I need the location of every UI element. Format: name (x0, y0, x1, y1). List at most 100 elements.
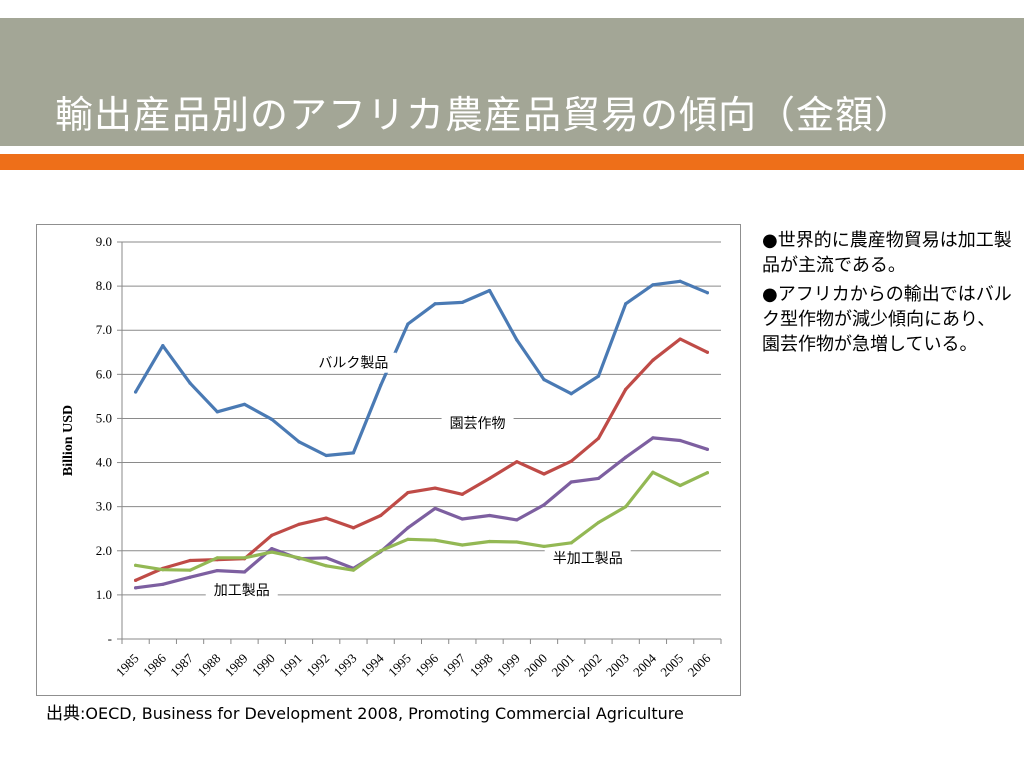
data-point-semi (297, 556, 301, 560)
data-point-semi (215, 556, 219, 560)
y-tick-label: 4.0 (96, 455, 112, 470)
data-point-bulk (215, 410, 219, 414)
y-tick-label: - (108, 631, 112, 646)
data-point-processed (406, 526, 410, 530)
divider (0, 146, 1024, 152)
data-point-semi (242, 556, 247, 560)
data-point-processed (678, 438, 682, 443)
data-point-semi (651, 470, 655, 474)
line-chart: - 1.0 2.0 3.0 4.0 5.0 6.0 7.0 8.0 9.0 198519861987… (61, 234, 722, 680)
data-point-processed (596, 476, 601, 481)
x-tick-label: 1991 (276, 651, 305, 680)
data-point-semi (515, 540, 519, 544)
data-point-horticulture (406, 490, 410, 495)
x-tick-label: 1996 (412, 650, 441, 679)
data-point-semi (433, 538, 437, 542)
data-point-bulk (161, 344, 165, 348)
data-point-bulk (487, 288, 492, 293)
annotation-bg (310, 352, 397, 373)
data-point-bulk (651, 283, 655, 287)
y-tick-label: 3.0 (96, 499, 112, 514)
data-point-bulk (515, 338, 519, 342)
data-point-processed (460, 517, 464, 521)
data-point-semi (624, 505, 628, 509)
y-axis-title: Billion USD (61, 405, 76, 476)
x-tick-label: 1988 (194, 651, 223, 680)
annotation-semi: 半加工製品 (553, 551, 623, 567)
y-tick-label: 7.0 (96, 322, 112, 337)
data-point-bulk (188, 381, 192, 385)
annotation-processed: 加工製品 (214, 583, 270, 599)
data-point-horticulture (379, 513, 383, 518)
series-line-processed (133, 436, 710, 590)
x-tick-label: 2006 (685, 650, 714, 679)
annotation-bg (205, 579, 278, 600)
data-point-processed (433, 506, 437, 511)
data-point-processed (215, 569, 219, 573)
x-tick-label: 2003 (603, 651, 632, 680)
x-tick-label: 1986 (140, 650, 169, 679)
data-point-semi (460, 543, 464, 547)
data-point-horticulture (651, 358, 655, 362)
data-point-bulk (134, 390, 138, 394)
x-tick-label: 2001 (548, 651, 577, 680)
annotation-horticulture: 園芸作物 (450, 416, 506, 432)
data-point-processed (242, 570, 247, 574)
bullet-item: ●アフリカからの輸出ではバルク型作物が減少傾向にあり、園芸作物が急増している。 (762, 284, 1012, 355)
x-tick-label: 2004 (630, 650, 659, 679)
data-point-semi (406, 537, 410, 541)
data-point-horticulture (569, 459, 573, 463)
y-tick-label: 6.0 (96, 366, 112, 381)
series-line-bulk (133, 279, 710, 458)
data-point-horticulture (324, 516, 328, 520)
data-point-horticulture (134, 578, 138, 582)
data-point-bulk (678, 279, 682, 283)
data-point-semi (569, 541, 573, 545)
data-point-semi (379, 549, 383, 553)
data-point-bulk (624, 302, 628, 306)
data-point-horticulture (351, 526, 356, 530)
chart-area: - 1.0 2.0 3.0 4.0 5.0 6.0 7.0 8.0 9.0 1985 1986 1987… (36, 224, 741, 696)
data-point-bulk (569, 392, 573, 396)
data-point-semi (596, 520, 601, 525)
y-tick-label: 2.0 (96, 543, 112, 558)
data-point-semi (678, 483, 682, 488)
x-tick-label: 2005 (657, 651, 686, 680)
x-tick-label: 1994 (358, 650, 387, 679)
data-point-semi (487, 539, 492, 544)
data-point-semi (134, 563, 138, 567)
accent-bar (0, 154, 1024, 170)
data-point-processed (651, 436, 655, 440)
data-point-horticulture (297, 522, 301, 526)
x-tick-label: 1989 (222, 651, 251, 680)
data-point-horticulture (596, 436, 601, 440)
y-tick-label: 8.0 (96, 278, 112, 293)
bullet-item: ●世界的に農産物貿易は加工製品が主流である。 (762, 230, 1012, 276)
data-point-horticulture (270, 533, 274, 537)
x-tick-label: 1990 (249, 651, 278, 680)
x-tick-label: 1997 (439, 650, 468, 679)
y-tick-label: 9.0 (96, 234, 112, 249)
data-point-semi (270, 550, 274, 554)
data-point-processed (624, 455, 628, 459)
data-point-horticulture (460, 492, 464, 496)
x-tick-label: 1985 (113, 651, 142, 680)
slide-title: 輸出産品別のアフリカ農産品貿易の傾向（金額） (55, 93, 914, 137)
data-point-bulk (406, 322, 410, 326)
x-tick-label: 1998 (467, 651, 496, 680)
data-point-horticulture (433, 486, 437, 490)
source-label: 出典 (46, 704, 80, 724)
data-point-horticulture (705, 350, 709, 354)
data-point-bulk (596, 374, 601, 378)
annotation-bg (441, 413, 514, 434)
data-point-processed (515, 518, 519, 522)
data-point-semi (542, 544, 546, 548)
data-point-processed (705, 447, 709, 451)
series-line-semi (133, 470, 710, 572)
data-point-bulk (379, 383, 383, 387)
data-point-horticulture (678, 337, 682, 341)
data-point-horticulture (487, 476, 492, 481)
data-point-processed (134, 586, 138, 590)
x-tick-label: 1999 (494, 651, 523, 680)
data-point-processed (161, 582, 165, 586)
